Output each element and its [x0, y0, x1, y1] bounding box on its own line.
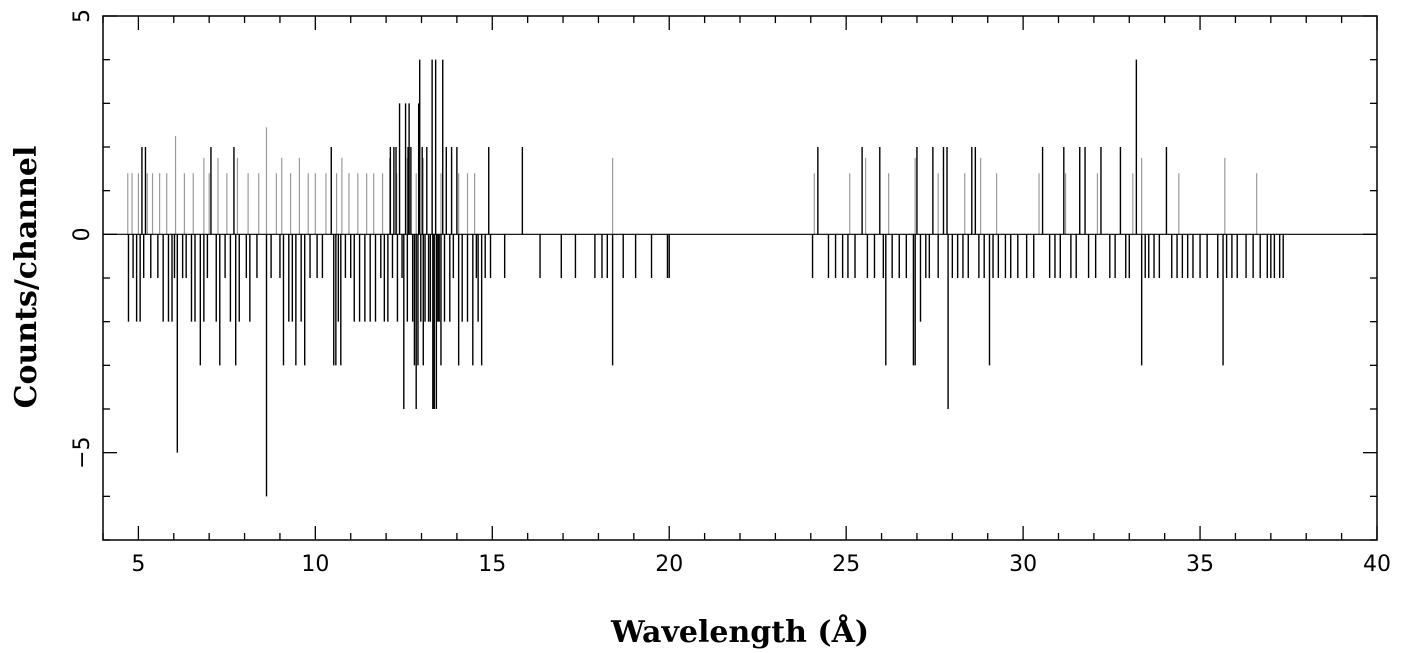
- axis-ticks: [102, 15, 1378, 541]
- x-tick-label: 40: [1363, 552, 1391, 577]
- y-axis-title: Counts/channel: [9, 146, 44, 409]
- y-tick-label: 5: [70, 9, 95, 23]
- light-series-bars: [127, 127, 1258, 235]
- x-tick-label: 5: [131, 552, 145, 577]
- x-tick-label: 25: [832, 552, 860, 577]
- x-axis-title: Wavelength (Å): [610, 614, 869, 650]
- y-tick-label: 0: [70, 227, 95, 241]
- x-tick-label: 30: [1009, 552, 1037, 577]
- x-tick-label: 15: [478, 552, 506, 577]
- x-tick-label: 10: [301, 552, 329, 577]
- plot-frame: [102, 15, 1378, 541]
- y-tick-label: −5: [70, 436, 95, 468]
- axis-tick-labels: 5 10 15 20 25 30 35 40 −5 0 5: [70, 9, 1391, 577]
- dark-series-bars: [127, 59, 1284, 497]
- x-tick-label: 20: [655, 552, 683, 577]
- x-tick-label: 35: [1186, 552, 1214, 577]
